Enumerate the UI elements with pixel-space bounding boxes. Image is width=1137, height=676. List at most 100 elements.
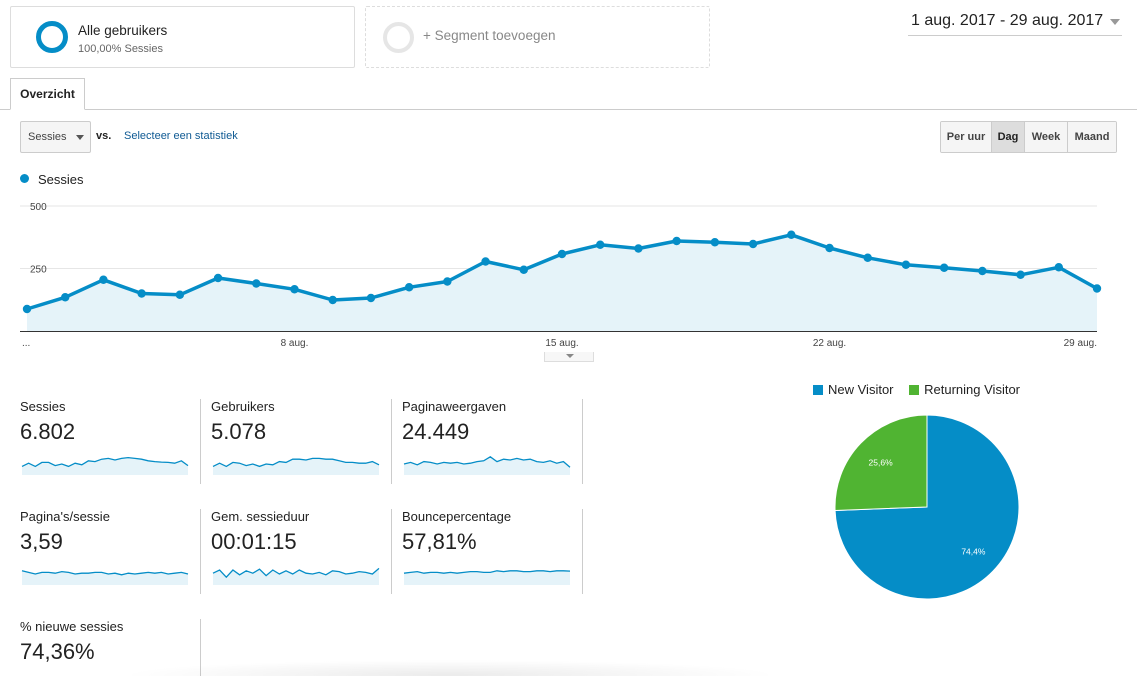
metric-value: 3,59 (20, 529, 63, 554)
sparkline-line (403, 570, 571, 574)
sessions-point[interactable] (366, 293, 376, 303)
tile-divider (582, 509, 583, 594)
sessions-point[interactable] (252, 279, 261, 288)
x-tick-label: 22 aug. (813, 338, 846, 349)
metric-value: 24.449 (402, 419, 470, 444)
granularity-hourly-button[interactable]: Per uur (941, 122, 992, 152)
metric-value: 00:01:15 (211, 529, 297, 554)
metric-label: Paginaweergaven (402, 399, 507, 414)
sessions-point[interactable] (825, 243, 834, 253)
add-segment-button[interactable]: + Segment toevoegen (365, 6, 710, 68)
sessions-point[interactable] (901, 260, 911, 269)
pie-legend: New Visitor Returning Visitor (813, 382, 1032, 397)
metric-tile[interactable]: Paginaweergaven 24.449 (402, 399, 582, 484)
date-range-picker[interactable]: 1 aug. 2017 - 29 aug. 2017 (908, 12, 1122, 36)
sessions-point[interactable] (1092, 284, 1102, 293)
granularity-day-button[interactable]: Dag (992, 122, 1025, 152)
x-tick-label: 15 aug. (545, 338, 578, 349)
segment-ring-icon (36, 21, 68, 53)
pie-legend-label-new: New Visitor (828, 382, 894, 397)
visitor-pie-chart: 74,4% 25,6% (834, 414, 1020, 600)
sessions-point[interactable] (672, 236, 681, 246)
x-tick-label: ... (22, 338, 30, 349)
metric-label: % nieuwe sessies (20, 619, 124, 634)
sessions-point[interactable] (99, 275, 108, 284)
chart-collapse-handle[interactable] (544, 352, 594, 362)
sessions-point[interactable] (710, 238, 720, 247)
segment-card-all-users[interactable]: Alle gebruikers 100,00% Sessies (10, 6, 355, 68)
metric-value: 74,36% (20, 639, 95, 664)
metric-tile[interactable]: Gebruikers 5.078 (211, 399, 391, 484)
sparkline-line (403, 456, 571, 468)
pie-legend-item-new[interactable]: New Visitor (813, 382, 894, 397)
sessions-point[interactable] (328, 295, 337, 305)
metric-label: Sessies (20, 399, 66, 414)
legend-swatch-icon (909, 384, 920, 395)
metric-dropdown[interactable]: Sessies (20, 121, 91, 153)
sessions-point[interactable] (596, 240, 605, 249)
metric-value: 57,81% (402, 529, 477, 554)
y-tick-label: 250 (30, 265, 47, 276)
metric-tile[interactable]: Sessies 6.802 (20, 399, 200, 484)
sessions-point[interactable] (634, 244, 643, 253)
sparkline-area (22, 457, 188, 475)
sessions-point[interactable] (1016, 270, 1025, 279)
sessions-point[interactable] (137, 289, 146, 298)
pie-slice-label: 74,4% (961, 547, 986, 557)
sessions-point[interactable] (787, 230, 796, 239)
sparkline (21, 570, 189, 585)
tile-divider (582, 399, 583, 484)
tab-overview[interactable]: Overzicht (10, 78, 85, 110)
sparkline (212, 567, 380, 585)
vs-label: vs. (96, 130, 112, 142)
sessions-point[interactable] (404, 283, 414, 292)
pie-slice[interactable] (834, 414, 928, 511)
sessions-point[interactable] (213, 273, 223, 283)
metric-value: 6.802 (20, 419, 76, 444)
metric-label: Pagina's/sessie (20, 509, 110, 524)
sessions-point[interactable] (748, 239, 758, 249)
tile-divider (200, 399, 201, 484)
pie-legend-item-returning[interactable]: Returning Visitor (909, 382, 1020, 397)
sparkline (212, 457, 380, 475)
sparkline-area (404, 456, 570, 475)
granularity-month-button[interactable]: Maand (1068, 122, 1116, 152)
line-chart-legend: Sessies (20, 172, 84, 187)
chevron-down-icon (566, 354, 574, 358)
metric-tile[interactable]: % nieuwe sessies 74,36% (20, 619, 200, 676)
sessions-point[interactable] (61, 293, 70, 302)
pie-slice-label: 25,6% (869, 457, 894, 467)
metric-tile[interactable]: Bouncepercentage 57,81% (402, 509, 582, 594)
legend-series-name: Sessies (38, 172, 84, 187)
select-statistic-link[interactable]: Selecteer een statistiek (124, 130, 238, 142)
sessions-point[interactable] (175, 290, 185, 299)
metric-tile[interactable]: Pagina's/sessie 3,59 (20, 509, 200, 594)
tab-divider (0, 109, 1137, 110)
sessions-point[interactable] (22, 304, 32, 314)
sessions-point[interactable] (443, 277, 452, 286)
sparkline-line (21, 570, 189, 576)
granularity-toggle: Per uur Dag Week Maand (940, 121, 1117, 153)
legend-dot-icon (20, 174, 29, 184)
metric-tile[interactable]: Gem. sessieduur 00:01:15 (211, 509, 391, 594)
sessions-point[interactable] (939, 263, 949, 272)
sparkline-area (22, 570, 188, 585)
sessions-point[interactable] (863, 253, 872, 262)
sessions-point[interactable] (290, 285, 299, 294)
segment-subtitle: 100,00% Sessies (78, 43, 163, 55)
sparkline (403, 570, 571, 585)
sessions-point[interactable] (1054, 263, 1063, 272)
sparkline-area (213, 568, 379, 585)
tile-divider (391, 399, 392, 484)
chevron-down-icon (1110, 19, 1120, 25)
x-tick-label: 8 aug. (281, 338, 309, 349)
metric-label: Bouncepercentage (402, 509, 512, 524)
sparkline-line (21, 456, 189, 468)
tile-divider (200, 509, 201, 594)
sessions-point[interactable] (557, 249, 567, 259)
sessions-point[interactable] (978, 266, 987, 276)
sessions-point[interactable] (519, 265, 528, 274)
metric-dropdown-label: Sessies (28, 131, 67, 143)
sessions-point[interactable] (481, 257, 490, 266)
granularity-week-button[interactable]: Week (1025, 122, 1068, 152)
